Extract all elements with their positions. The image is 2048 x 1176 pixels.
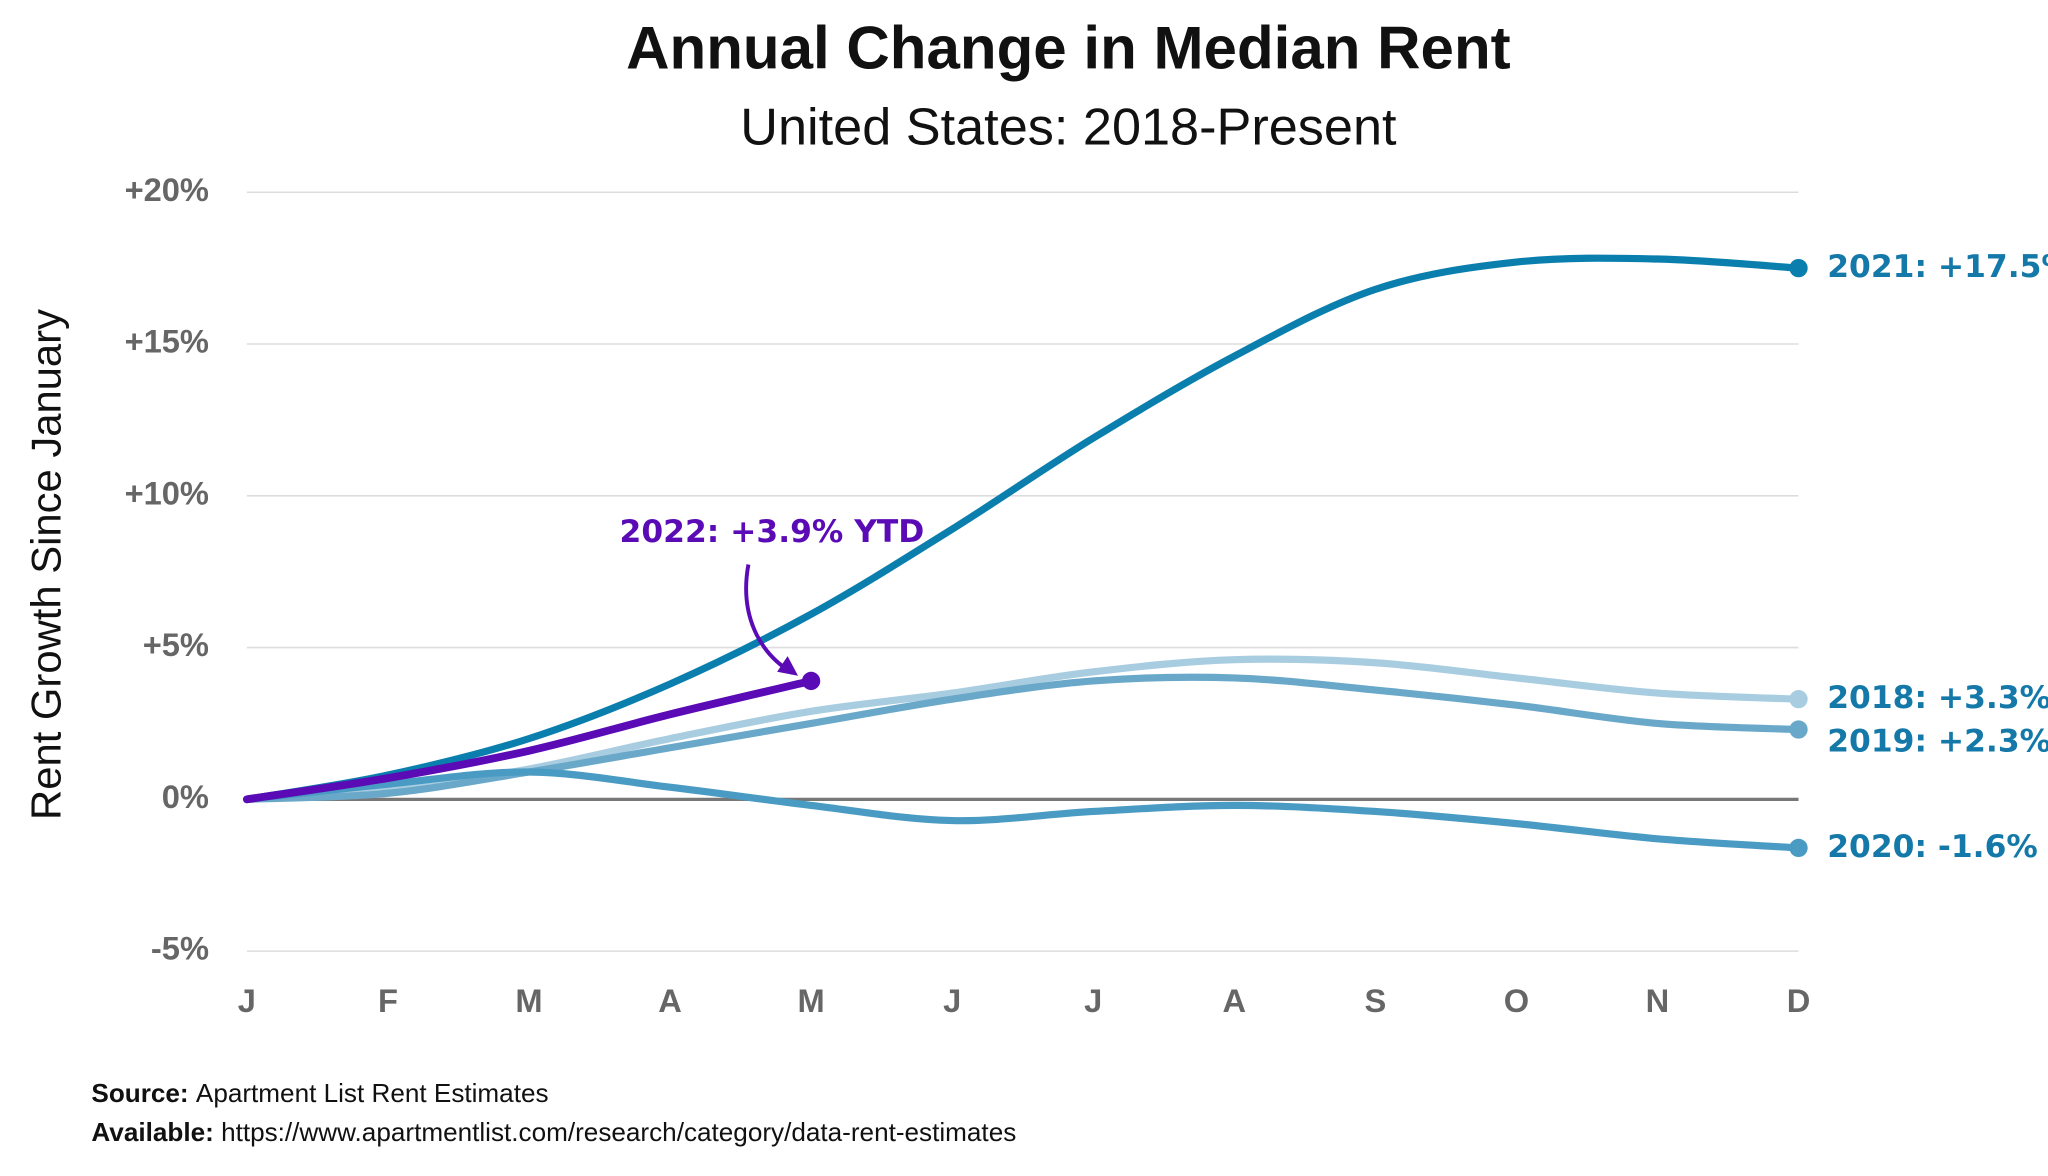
available-label: Available: — [91, 1117, 213, 1147]
x-tick-label: A — [1222, 982, 1246, 1019]
y-tick-label: +5% — [143, 626, 209, 663]
available-text: https://www.apartmentlist.com/research/c… — [221, 1117, 1016, 1147]
x-tick-label: A — [658, 982, 682, 1019]
series-line — [243, 673, 1803, 803]
end-dot — [1789, 838, 1808, 858]
x-tick-label: D — [1787, 982, 1811, 1019]
y-axis-label: Rent Growth Since January — [23, 309, 70, 820]
annotation-arrow — [744, 564, 794, 675]
x-tick-label: J — [238, 982, 256, 1019]
source-label: Source: — [91, 1078, 188, 1108]
x-tick-label: O — [1504, 982, 1529, 1019]
y-tick-label: +15% — [125, 323, 209, 360]
y-tick-label: +10% — [125, 474, 209, 511]
annotation: 2022: +3.9% YTD — [620, 514, 925, 550]
end-dot — [1789, 690, 1808, 709]
arrow-head — [777, 656, 799, 676]
source-text: Apartment List Rent Estimates — [196, 1078, 549, 1108]
available: Available: https://www.apartmentlist.com… — [91, 1117, 1016, 1147]
end-dot — [801, 671, 821, 691]
x-tick-label: J — [1084, 982, 1102, 1019]
x-tick-label: M — [515, 982, 542, 1019]
end-label: 2018: +3.3% — [1827, 680, 2048, 716]
y-tick-label: 0% — [162, 778, 209, 815]
end-dot — [1789, 258, 1808, 278]
end-dot — [1789, 720, 1808, 739]
x-tick-label: N — [1646, 982, 1670, 1019]
chart-title: Annual Change in Median Rent — [626, 14, 1511, 81]
y-tick-label: +20% — [125, 171, 209, 208]
y-tick-label: -5% — [151, 930, 209, 967]
series-line — [243, 768, 1803, 852]
chart-subtitle: United States: 2018-Present — [740, 99, 1397, 157]
x-tick-label: S — [1364, 982, 1386, 1019]
end-label: 2021: +17.5% — [1827, 249, 2048, 285]
end-label: 2020: -1.6% — [1827, 829, 2038, 865]
x-tick-label: F — [378, 982, 398, 1019]
x-tick-label: M — [798, 982, 825, 1019]
series-line — [243, 254, 1803, 803]
end-label: 2019: +2.3% — [1827, 724, 2048, 760]
source: Source: Apartment List Rent Estimates — [91, 1078, 548, 1108]
x-tick-label: J — [943, 982, 961, 1019]
series-line — [242, 677, 816, 804]
